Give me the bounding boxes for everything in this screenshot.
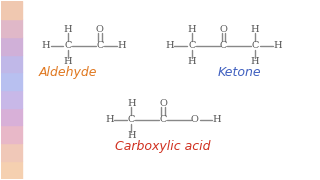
Bar <box>1 19 22 37</box>
Text: C: C <box>128 115 135 124</box>
Text: Aldehyde: Aldehyde <box>39 66 97 79</box>
Text: C: C <box>188 41 196 50</box>
Text: H: H <box>273 41 282 50</box>
Bar <box>1 72 22 90</box>
Text: H: H <box>188 25 196 34</box>
Bar <box>1 55 22 72</box>
Bar <box>1 108 22 125</box>
Text: H: H <box>105 115 114 124</box>
Bar <box>1 125 22 143</box>
Text: C: C <box>64 41 72 50</box>
Text: H: H <box>127 131 136 140</box>
Bar <box>1 161 22 179</box>
Text: H: H <box>64 25 72 34</box>
Text: Ketone: Ketone <box>218 66 261 79</box>
Text: H: H <box>42 41 50 50</box>
Text: H: H <box>213 115 221 124</box>
Text: O: O <box>220 25 228 34</box>
Text: H: H <box>64 57 72 66</box>
Text: H: H <box>188 57 196 66</box>
Text: C: C <box>252 41 259 50</box>
Text: O: O <box>96 25 104 34</box>
Text: C: C <box>159 115 167 124</box>
Text: Carboxylic acid: Carboxylic acid <box>116 140 211 153</box>
Text: H: H <box>118 41 126 50</box>
Text: H: H <box>165 41 174 50</box>
Text: H: H <box>251 25 260 34</box>
Text: O: O <box>159 99 167 108</box>
Bar <box>1 90 22 108</box>
Bar <box>1 1 22 19</box>
Text: H: H <box>251 57 260 66</box>
Text: C: C <box>220 41 227 50</box>
Text: O: O <box>191 115 199 124</box>
Bar <box>1 143 22 161</box>
Text: H: H <box>127 99 136 108</box>
Bar <box>1 37 22 55</box>
Text: C: C <box>96 41 103 50</box>
